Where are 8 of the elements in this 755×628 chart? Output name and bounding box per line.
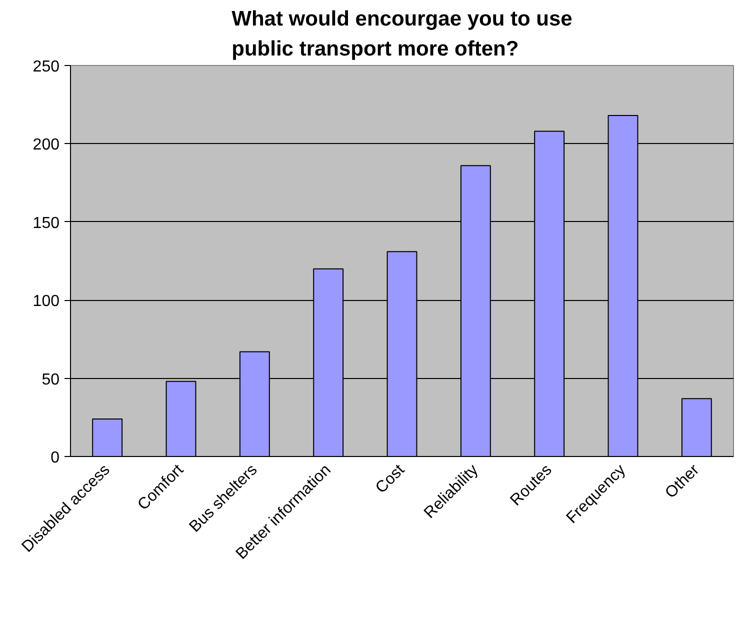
chart-title: What would encourgae you to use public transport more often? (232, 8, 572, 60)
y-tick-label: 50 (42, 371, 60, 388)
y-tick-label: 250 (32, 58, 60, 76)
y-tick-label: 150 (32, 214, 60, 232)
y-tick-label: 100 (32, 293, 60, 310)
y-tick-label: 200 (32, 136, 60, 154)
x-tick-label: Cost (372, 461, 408, 497)
y-tick-label: 0 (50, 450, 60, 466)
